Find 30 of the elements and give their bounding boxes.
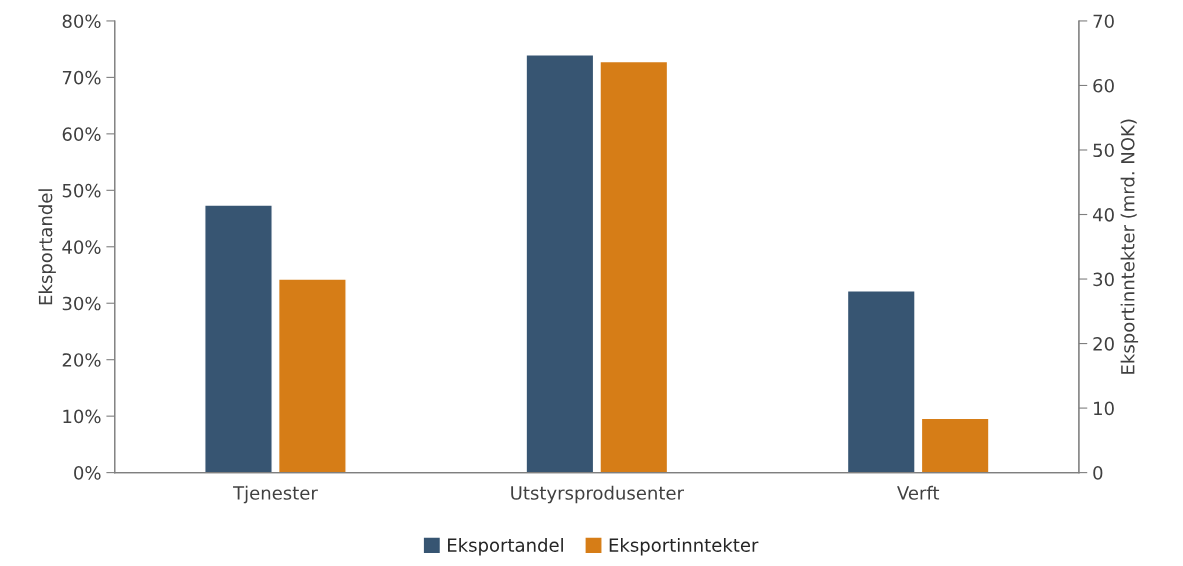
bar — [599, 60, 669, 473]
bar — [525, 54, 595, 473]
y-axis-title: Eksportandel — [38, 189, 56, 305]
bar — [277, 278, 347, 473]
y-tick-label: 60% — [62, 127, 101, 141]
x-tick-label: Tjenester — [233, 485, 318, 504]
legend-label: Eksportinntekter — [609, 537, 759, 556]
x-tick-label: Verft — [897, 485, 940, 500]
y-tick-label: 50% — [62, 183, 101, 198]
y2-axis-title: Eksportinntekter (mrd. NOK) — [1120, 119, 1139, 374]
y-tick-label: 10% — [63, 409, 101, 424]
bar — [204, 204, 273, 473]
y-tick-label: 20% — [62, 353, 101, 367]
y2-tick-label: 50 — [1093, 143, 1114, 158]
y-tick-label: 70% — [62, 70, 101, 85]
y-tick-label: 40% — [62, 240, 101, 254]
legend-label: Eksportandel — [448, 537, 563, 556]
x-tick-label: Utstyrsprodusenter — [511, 485, 684, 504]
y2-tick-label: 30 — [1093, 272, 1114, 287]
y2-tick-label: 10 — [1094, 401, 1114, 416]
y2-tick-label: 60 — [1093, 78, 1114, 93]
y2-tick-label: 40 — [1092, 207, 1114, 222]
y2-tick-label: 20 — [1093, 337, 1114, 351]
bar — [846, 290, 916, 473]
y-tick-label: 80% — [62, 14, 101, 29]
y2-tick-label: 0 — [1093, 466, 1103, 480]
y-tick-label: 0% — [74, 466, 101, 480]
y2-tick-label: 70 — [1093, 14, 1114, 29]
y-tick-label: 30% — [62, 296, 101, 311]
bar — [920, 417, 990, 473]
